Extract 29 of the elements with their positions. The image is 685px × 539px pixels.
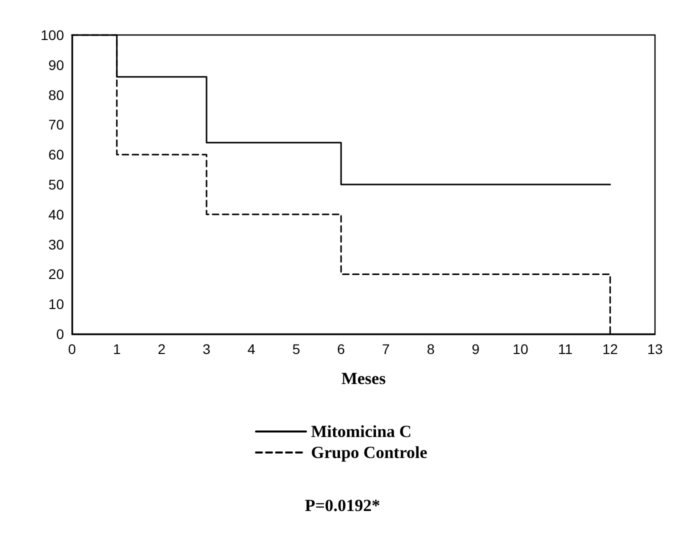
- x-tick-label: 11: [558, 341, 573, 357]
- x-tick-label: 5: [292, 341, 300, 357]
- x-tick-label: 12: [602, 341, 618, 357]
- y-tick-label: 50: [48, 176, 64, 192]
- y-tick-label: 80: [48, 86, 64, 103]
- x-tick-label: 13: [647, 341, 663, 357]
- legend-label: Mitomicina C: [311, 422, 412, 441]
- y-tick-label: 0: [56, 326, 64, 342]
- x-tick-label: 10: [512, 341, 528, 357]
- y-tick-label: 60: [48, 146, 64, 163]
- x-tick-label: 7: [382, 341, 390, 357]
- y-tick-label: 40: [48, 206, 64, 222]
- x-tick-label: 6: [337, 341, 346, 357]
- text: P=0.0192*: [304, 496, 380, 515]
- x-tick-label: 4: [247, 341, 256, 357]
- x-tick-label: 0: [68, 341, 76, 357]
- y-tick-label: 100: [40, 27, 64, 43]
- y-tick-label: 70: [48, 116, 64, 133]
- y-tick-label: 20: [48, 266, 64, 282]
- x-tick-label: 9: [472, 341, 480, 357]
- x-tick-label: 8: [426, 341, 435, 357]
- x-tick-label: 2: [158, 341, 166, 357]
- x-tick-label: 1: [112, 341, 121, 357]
- legend-label: Grupo Controle: [311, 443, 428, 462]
- y-tick-label: 10: [48, 296, 64, 312]
- x-axis-title: Meses: [341, 369, 386, 388]
- x-tick-label: 3: [202, 341, 211, 357]
- y-tick-label: 90: [48, 56, 64, 73]
- y-tick-label: 30: [48, 236, 64, 252]
